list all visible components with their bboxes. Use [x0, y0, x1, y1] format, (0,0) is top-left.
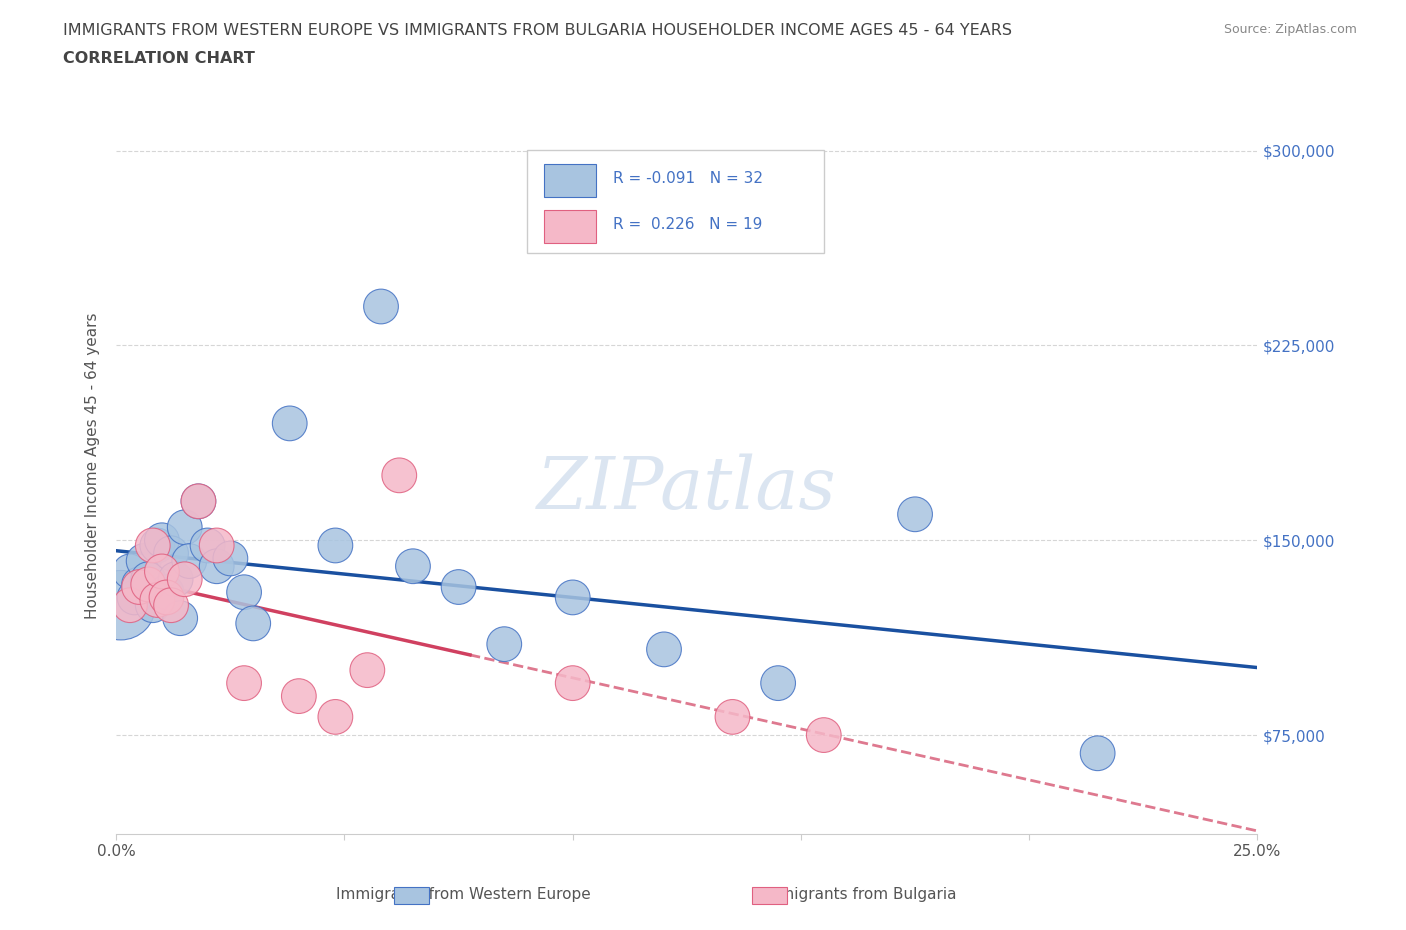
Point [136, 577, 159, 591]
Point [242, 616, 264, 631]
Point [124, 590, 146, 604]
Point [173, 520, 195, 535]
Point [160, 598, 183, 613]
Y-axis label: Householder Income Ages 45 - 64 years: Householder Income Ages 45 - 64 years [86, 313, 100, 619]
FancyBboxPatch shape [527, 150, 824, 253]
Point [132, 553, 155, 568]
Point [325, 710, 347, 724]
Point [205, 559, 228, 574]
Point [494, 637, 516, 652]
Point [233, 585, 256, 600]
Point [388, 468, 411, 483]
Point [652, 642, 675, 657]
Point [278, 416, 301, 431]
Point [187, 494, 209, 509]
Text: R =  0.226   N = 19: R = 0.226 N = 19 [613, 217, 762, 232]
Text: ZIPatlas: ZIPatlas [537, 453, 837, 524]
Point [146, 592, 169, 607]
Point [766, 676, 789, 691]
Point [356, 663, 378, 678]
Point [150, 533, 173, 548]
Text: IMMIGRANTS FROM WESTERN EUROPE VS IMMIGRANTS FROM BULGARIA HOUSEHOLDER INCOME AG: IMMIGRANTS FROM WESTERN EUROPE VS IMMIGR… [63, 23, 1012, 38]
Point [370, 299, 392, 314]
Point [128, 579, 150, 594]
Point [205, 538, 228, 553]
Point [233, 676, 256, 691]
Point [288, 689, 311, 704]
Text: Immigrants from Bulgaria: Immigrants from Bulgaria [759, 887, 956, 902]
Point [155, 585, 177, 600]
Point [118, 598, 141, 613]
Text: R = -0.091   N = 32: R = -0.091 N = 32 [613, 171, 762, 187]
Point [160, 546, 183, 561]
Point [402, 559, 425, 574]
Point [142, 538, 165, 553]
Point [561, 590, 583, 604]
Point [197, 538, 219, 553]
Point [136, 572, 159, 587]
Point [146, 538, 169, 553]
Point [325, 538, 347, 553]
Point [142, 598, 165, 613]
Point [169, 611, 191, 626]
Point [187, 494, 209, 509]
Text: CORRELATION CHART: CORRELATION CHART [63, 51, 254, 66]
Point [1087, 746, 1109, 761]
Point [173, 572, 195, 587]
Point [118, 564, 141, 578]
Point [179, 553, 201, 568]
Point [721, 710, 744, 724]
Point [150, 564, 173, 578]
Point [165, 572, 187, 587]
Point [155, 590, 177, 604]
Point [219, 551, 242, 565]
Point [128, 577, 150, 591]
Text: Source: ZipAtlas.com: Source: ZipAtlas.com [1223, 23, 1357, 36]
Text: Immigrants from Western Europe: Immigrants from Western Europe [336, 887, 591, 902]
FancyBboxPatch shape [544, 209, 596, 243]
Point [813, 727, 835, 742]
Point [904, 507, 927, 522]
Point [447, 579, 470, 594]
Point [561, 676, 583, 691]
FancyBboxPatch shape [544, 165, 596, 197]
Point [110, 598, 132, 613]
